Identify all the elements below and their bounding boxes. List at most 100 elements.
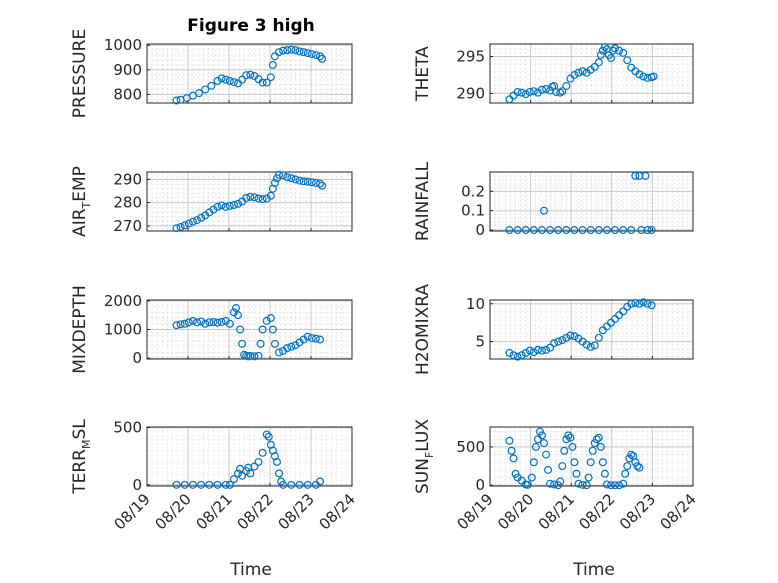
data-point bbox=[205, 480, 214, 489]
data-series bbox=[172, 304, 325, 361]
data-point bbox=[627, 63, 636, 72]
data-point bbox=[266, 73, 275, 82]
data-point bbox=[529, 348, 538, 357]
axes-box bbox=[489, 43, 694, 104]
data-point bbox=[197, 480, 206, 489]
data-point bbox=[291, 46, 300, 55]
x-tick-label: 08/21 bbox=[193, 490, 236, 533]
data-point bbox=[238, 75, 247, 84]
y-tick-label: 290 bbox=[456, 84, 485, 102]
y-tick-label: 270 bbox=[113, 217, 142, 235]
data-point bbox=[221, 480, 230, 489]
data-point bbox=[188, 217, 197, 226]
y-tick-label: 0 bbox=[475, 476, 485, 494]
data-point bbox=[207, 81, 216, 90]
data-point bbox=[641, 171, 650, 180]
y-tick-label: 295 bbox=[456, 48, 485, 66]
data-series bbox=[505, 298, 656, 361]
data-point bbox=[225, 76, 234, 85]
data-point bbox=[521, 226, 530, 235]
data-point bbox=[568, 442, 577, 451]
data-point bbox=[268, 325, 277, 334]
data-point bbox=[537, 431, 546, 440]
data-point bbox=[600, 42, 609, 51]
data-point bbox=[201, 85, 210, 94]
data-point bbox=[242, 71, 251, 80]
data-point bbox=[258, 448, 267, 457]
data-point bbox=[307, 334, 316, 343]
data-point bbox=[279, 171, 288, 180]
data-point bbox=[592, 435, 601, 444]
x-tick-label: 08/23 bbox=[275, 490, 318, 533]
data-point bbox=[574, 479, 583, 488]
y-axis-label: RAINFALL bbox=[413, 161, 433, 241]
data-point bbox=[527, 473, 536, 482]
data-point bbox=[647, 301, 656, 310]
data-point bbox=[184, 219, 193, 228]
data-point bbox=[180, 221, 189, 230]
y-tick-label: 0.1 bbox=[461, 202, 485, 220]
data-point bbox=[598, 326, 607, 335]
data-point bbox=[201, 319, 210, 328]
y-tick-label: 800 bbox=[113, 85, 142, 103]
data-point bbox=[570, 458, 579, 467]
axes-box bbox=[146, 43, 353, 104]
data-point bbox=[615, 481, 624, 490]
y-axis-label: AIRTEMP bbox=[70, 166, 93, 237]
data-point bbox=[311, 51, 320, 60]
data-point bbox=[554, 226, 563, 235]
data-point bbox=[287, 174, 296, 183]
data-point bbox=[513, 352, 522, 361]
data-point bbox=[316, 335, 325, 344]
data-point bbox=[188, 316, 197, 325]
data-point bbox=[554, 337, 563, 346]
data-point bbox=[631, 299, 640, 308]
data-point bbox=[213, 480, 222, 489]
data-point bbox=[209, 318, 218, 327]
y-tick-label: 10 bbox=[466, 295, 485, 313]
y-tick-label: 500 bbox=[113, 419, 142, 437]
y-tick-label: 1000 bbox=[104, 321, 142, 339]
data-point bbox=[544, 465, 553, 474]
data-point bbox=[546, 343, 555, 352]
y-tick-label: 290 bbox=[113, 170, 142, 188]
panel-h2omixra: 5 10 H2OMIXRA bbox=[413, 284, 694, 375]
panel-pressure: 800 900 1000 PRESSURE bbox=[70, 29, 353, 118]
data-point bbox=[590, 439, 599, 448]
data-point bbox=[611, 481, 620, 490]
x-tick-label: 08/24 bbox=[316, 490, 359, 533]
data-point bbox=[539, 439, 548, 448]
data-point bbox=[217, 201, 226, 210]
minor-grid bbox=[147, 172, 352, 231]
x-tick-label: 08/19 bbox=[454, 490, 497, 533]
data-point bbox=[529, 87, 538, 96]
data-point bbox=[535, 427, 544, 436]
data-point bbox=[562, 435, 571, 444]
data-point bbox=[295, 47, 304, 56]
y-tick-label: 1000 bbox=[104, 36, 142, 54]
data-point bbox=[505, 95, 514, 104]
data-point bbox=[546, 226, 555, 235]
data-point bbox=[507, 446, 516, 455]
data-point bbox=[643, 226, 652, 235]
minor-grid bbox=[147, 44, 352, 103]
data-point bbox=[279, 480, 288, 489]
data-point bbox=[619, 48, 628, 57]
data-point bbox=[311, 334, 320, 343]
data-point bbox=[511, 469, 520, 478]
data-series bbox=[172, 170, 327, 233]
data-point bbox=[529, 458, 538, 467]
minor-grid bbox=[490, 171, 693, 231]
x-tick-label: 08/23 bbox=[616, 490, 659, 533]
data-point bbox=[505, 226, 514, 235]
data-point bbox=[270, 178, 279, 187]
data-point bbox=[172, 224, 181, 233]
data-point bbox=[287, 45, 296, 54]
data-point bbox=[631, 458, 640, 467]
data-point bbox=[546, 479, 555, 488]
data-point bbox=[643, 299, 652, 308]
data-point bbox=[627, 299, 636, 308]
data-point bbox=[221, 75, 230, 84]
x-tick-label: 08/22 bbox=[575, 490, 618, 533]
